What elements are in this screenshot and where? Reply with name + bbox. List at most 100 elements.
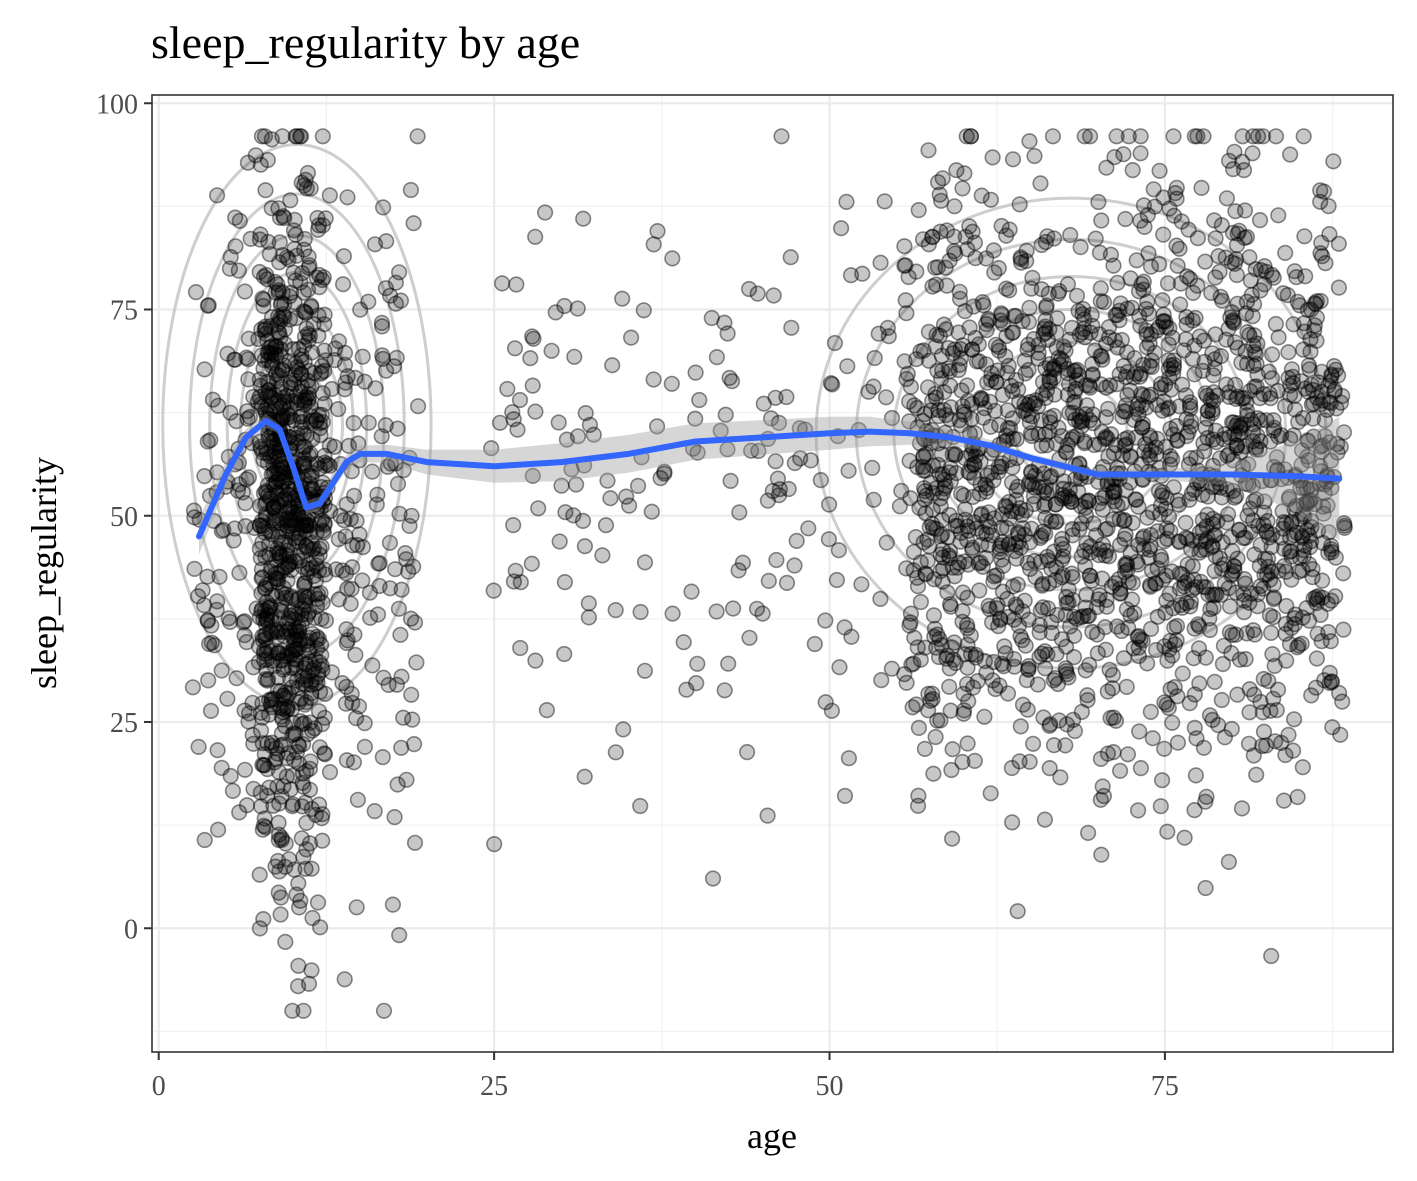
data-point	[1293, 635, 1310, 652]
data-point	[663, 375, 680, 392]
data-point	[1287, 606, 1304, 623]
data-point	[259, 454, 276, 471]
data-point	[938, 222, 956, 239]
data-point	[1277, 625, 1294, 642]
data-point	[225, 532, 242, 549]
data-point	[952, 533, 969, 550]
data-point	[1033, 645, 1051, 662]
data-point	[314, 522, 332, 539]
data-point	[778, 388, 795, 406]
data-point	[348, 899, 365, 916]
data-point	[278, 511, 295, 528]
data-point	[257, 318, 274, 335]
data-point	[1068, 427, 1085, 444]
data-point	[1141, 450, 1159, 467]
data-point	[934, 549, 952, 566]
data-point	[262, 597, 279, 615]
data-point	[1117, 526, 1134, 543]
data-point	[1257, 737, 1275, 754]
data-point	[1197, 532, 1214, 550]
data-point	[1006, 307, 1023, 325]
data-point	[1022, 425, 1040, 442]
data-point	[268, 570, 285, 588]
data-point	[1265, 590, 1282, 608]
data-point	[567, 476, 585, 493]
data-point	[1116, 530, 1133, 547]
data-point	[929, 712, 946, 729]
data-point	[1249, 586, 1267, 603]
data-point	[523, 555, 540, 572]
data-point	[392, 292, 410, 309]
data-point	[949, 517, 966, 535]
data-point	[1099, 430, 1116, 447]
data-point	[1059, 276, 1076, 293]
data-point	[366, 802, 383, 820]
data-point	[981, 393, 998, 410]
data-point	[1155, 312, 1172, 330]
data-point	[1308, 650, 1325, 667]
data-point	[966, 514, 983, 531]
data-point	[1113, 331, 1130, 349]
data-point	[1249, 335, 1266, 352]
data-point	[308, 557, 325, 574]
data-point	[1081, 412, 1098, 429]
data-point	[1038, 382, 1055, 399]
data-point	[734, 554, 752, 571]
data-point	[371, 554, 388, 572]
data-point	[213, 662, 230, 679]
data-point	[964, 539, 981, 556]
data-point	[1057, 737, 1074, 754]
data-point	[614, 290, 631, 307]
data-point	[1313, 383, 1330, 400]
data-point	[999, 402, 1016, 419]
data-point	[279, 406, 296, 424]
data-point	[1278, 652, 1295, 669]
data-point	[1244, 145, 1261, 162]
data-point	[1248, 766, 1265, 783]
data-point	[832, 220, 850, 237]
data-point	[297, 516, 314, 534]
data-point	[288, 128, 305, 145]
data-point	[1157, 604, 1174, 621]
data-point	[924, 228, 941, 245]
data-point	[1193, 179, 1210, 196]
data-point	[1280, 370, 1297, 387]
data-point	[266, 338, 284, 356]
data-point	[975, 297, 992, 314]
data-point	[916, 491, 933, 508]
data-point	[1110, 570, 1127, 588]
data-point	[258, 440, 275, 457]
data-point	[970, 336, 987, 353]
data-point	[1065, 648, 1083, 666]
data-point	[986, 264, 1003, 281]
data-point	[337, 374, 354, 391]
data-point	[308, 412, 325, 429]
data-point	[1057, 638, 1075, 655]
data-point	[1130, 406, 1147, 423]
data-point	[1198, 517, 1215, 535]
data-point	[317, 612, 335, 629]
data-point	[1298, 495, 1316, 512]
data-point	[254, 290, 271, 307]
data-point	[262, 599, 279, 616]
data-point	[1109, 339, 1126, 356]
data-point	[317, 210, 334, 227]
data-point	[963, 446, 980, 463]
data-point	[1174, 599, 1191, 616]
data-point	[800, 520, 817, 537]
data-point	[1130, 639, 1147, 656]
data-point	[755, 395, 772, 412]
data-point	[1168, 632, 1185, 649]
contour-line	[281, 413, 312, 437]
data-point	[990, 416, 1008, 434]
data-point	[262, 403, 279, 420]
data-point	[263, 200, 280, 217]
data-point	[1201, 707, 1219, 724]
data-point	[284, 505, 301, 522]
data-point	[1306, 295, 1323, 312]
data-point	[923, 515, 941, 532]
data-point	[1104, 484, 1121, 501]
data-point	[261, 691, 278, 709]
data-point	[264, 734, 281, 751]
data-point	[256, 757, 273, 774]
